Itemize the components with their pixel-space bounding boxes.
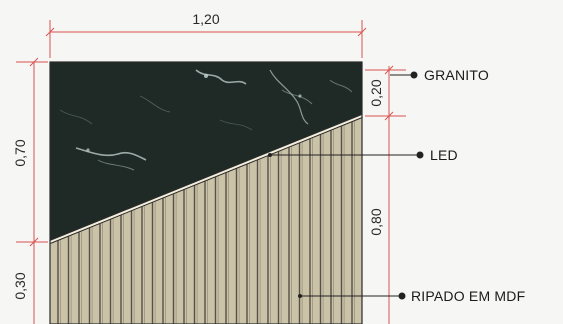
granite-veining	[59, 69, 353, 171]
dimension-left-lower-label: 0,30	[12, 272, 28, 299]
dimension-left-upper-label: 0,70	[12, 139, 28, 166]
dimension-width-label: 1,20	[192, 11, 219, 27]
granite-panel	[50, 62, 362, 242]
dimension-width: 1,20	[45, 11, 367, 58]
led-strip	[49, 115, 363, 243]
dimension-left: 0,70 0,30	[12, 57, 48, 324]
callout-led-dot	[416, 151, 424, 159]
callout-mdf-label: RIPADO EM MDF	[411, 288, 525, 304]
dimension-right-lower-label: 0,80	[368, 208, 384, 235]
callout-granite: GRANITO	[390, 67, 489, 83]
callout-mdf: RIPADO EM MDF	[298, 288, 525, 304]
dimension-right: 0,20 0,80	[365, 65, 406, 324]
mdf-surface	[50, 116, 362, 324]
granite-surface	[50, 62, 362, 242]
dimension-right-upper-label: 0,20	[368, 79, 384, 106]
callout-granite-label: GRANITO	[424, 67, 489, 83]
callout-led: LED	[268, 147, 458, 163]
cabinet-outline	[49, 61, 363, 324]
callout-led-label: LED	[430, 147, 458, 163]
callout-mdf-dot	[398, 292, 406, 300]
